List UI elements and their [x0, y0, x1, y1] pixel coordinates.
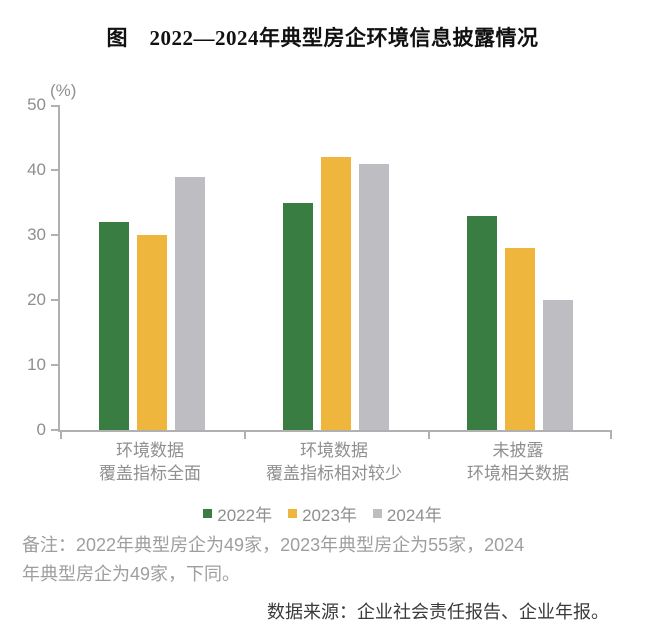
figure-note: 备注：2022年典型房企为49家，2023年典型房企为55家，2024 年典型房… [22, 531, 628, 589]
y-axis-tick-label: 50 [27, 95, 46, 114]
x-axis-tick [244, 430, 246, 439]
chart-legend: 2022年 2023年 2024年 [0, 501, 645, 526]
y-axis-tick [51, 299, 60, 301]
bar-2022-group3 [467, 215, 497, 430]
figure-note-line: 备注：2022年典型房企为49家，2023年典型房企为55家，2024 [22, 535, 525, 555]
x-axis-category-label-line: 环境数据 [116, 441, 184, 460]
legend-label: 2023年 [302, 506, 357, 525]
y-axis-unit-label: (%) [50, 81, 77, 100]
legend-item-2022: 2022年 [203, 501, 272, 526]
bar-2023-group2 [321, 157, 351, 430]
legend-label: 2024年 [386, 506, 442, 525]
x-axis-category-label: 环境数据覆盖指标相对较少 [242, 439, 426, 485]
y-axis-tick [51, 169, 60, 171]
y-axis-tick-label: 0 [36, 420, 46, 439]
legend-item-2024: 2024年 [372, 501, 442, 526]
legend-item-2023: 2023年 [288, 501, 357, 526]
chart-title: 图 2022—2024年典型房企环境信息披露情况 [106, 26, 539, 50]
legend-swatch [203, 509, 213, 518]
x-axis-tick [610, 430, 612, 439]
data-source: 数据来源：企业社会责任报告、企业年报。 [267, 602, 609, 622]
y-axis-tick [51, 234, 60, 236]
plot-area: 0 10 20 30 40 50 [27, 95, 612, 439]
x-axis-labels: 环境数据 覆盖指标全面 环境数据 覆盖指标相对较少 未披露 环境相关数据 [58, 439, 610, 489]
legend-swatch [288, 509, 298, 518]
bar-2022-group2 [283, 202, 313, 430]
bar-2022-group1 [99, 222, 129, 430]
x-axis-category-label-line: 覆盖指标相对较少 [266, 464, 402, 483]
figure-note-line: 年典型房企为49家，下同。 [22, 564, 241, 584]
x-axis-category-label: 未披露 环境相关数据 [426, 439, 610, 485]
y-axis-tick [51, 429, 60, 431]
bar-2023-group1 [137, 235, 167, 430]
y-axis-tick-label: 30 [27, 225, 46, 244]
x-axis-category-label-line: 环境相关数据 [467, 464, 569, 483]
legend-swatch [372, 509, 382, 518]
x-axis-category-label: 环境数据覆盖指标全面 [58, 439, 242, 485]
bar-2024-group3 [543, 300, 573, 430]
y-axis-tick-label: 10 [27, 355, 46, 374]
y-axis-tick [51, 364, 60, 366]
x-axis-category-label-line: 覆盖指标全面 [99, 464, 201, 483]
x-axis-tick [428, 430, 430, 439]
y-axis-tick-label: 40 [27, 160, 46, 179]
y-axis-tick [51, 105, 60, 107]
bar-2023-group3 [505, 248, 535, 430]
x-axis-tick [60, 430, 62, 439]
legend-label: 2022年 [217, 506, 273, 525]
bar-2024-group2 [359, 163, 389, 430]
y-axis-tick-label: 20 [27, 290, 46, 309]
x-axis-category-label-line: 环境数据 [300, 441, 368, 460]
bar-2024-group1 [175, 176, 205, 430]
x-axis-category-label-line: 未披露 [492, 441, 544, 460]
